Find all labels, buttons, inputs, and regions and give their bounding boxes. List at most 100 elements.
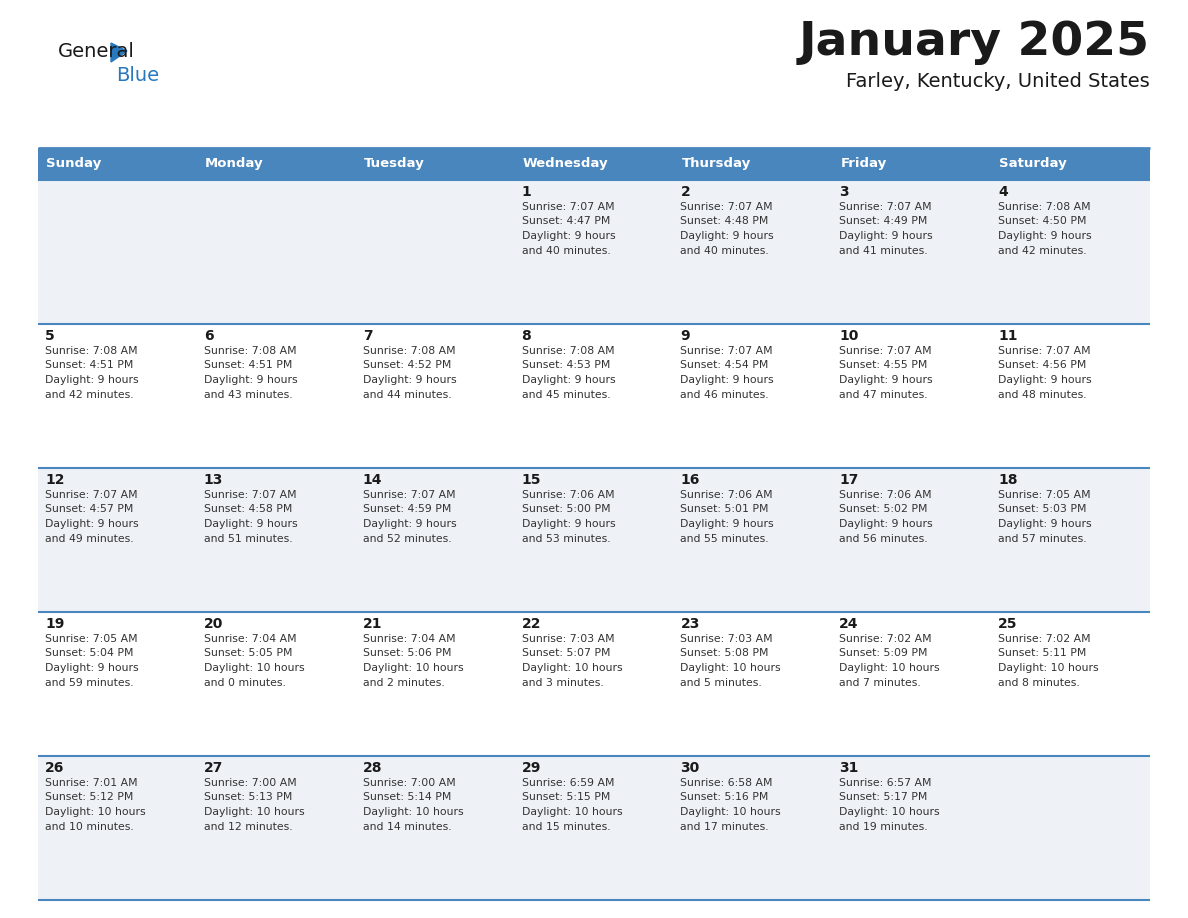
Text: Sunset: 4:58 PM: Sunset: 4:58 PM: [204, 505, 292, 514]
Text: Sunrise: 7:07 AM: Sunrise: 7:07 AM: [362, 490, 455, 500]
Text: 27: 27: [204, 761, 223, 775]
Text: Sunset: 4:57 PM: Sunset: 4:57 PM: [45, 505, 133, 514]
Text: and 43 minutes.: and 43 minutes.: [204, 389, 292, 399]
Text: and 51 minutes.: and 51 minutes.: [204, 533, 292, 543]
Bar: [833, 148, 991, 180]
Text: and 59 minutes.: and 59 minutes.: [45, 677, 133, 688]
Text: Daylight: 10 hours: Daylight: 10 hours: [839, 663, 940, 673]
Text: Sunrise: 7:00 AM: Sunrise: 7:00 AM: [362, 778, 455, 788]
Text: Daylight: 9 hours: Daylight: 9 hours: [839, 375, 933, 385]
Text: Daylight: 9 hours: Daylight: 9 hours: [45, 375, 139, 385]
Text: and 3 minutes.: and 3 minutes.: [522, 677, 604, 688]
Bar: [38, 612, 1150, 756]
Text: and 45 minutes.: and 45 minutes.: [522, 389, 611, 399]
Text: Thursday: Thursday: [682, 158, 751, 171]
Text: Sunset: 5:14 PM: Sunset: 5:14 PM: [362, 792, 451, 802]
Text: Sunset: 4:49 PM: Sunset: 4:49 PM: [839, 217, 928, 227]
Text: Sunday: Sunday: [46, 158, 101, 171]
Text: and 40 minutes.: and 40 minutes.: [522, 245, 611, 255]
Text: 20: 20: [204, 617, 223, 631]
Text: Sunrise: 7:07 AM: Sunrise: 7:07 AM: [204, 490, 297, 500]
Text: Sunset: 5:13 PM: Sunset: 5:13 PM: [204, 792, 292, 802]
Text: and 57 minutes.: and 57 minutes.: [998, 533, 1087, 543]
Text: Daylight: 10 hours: Daylight: 10 hours: [45, 807, 146, 817]
Text: Sunrise: 7:02 AM: Sunrise: 7:02 AM: [998, 634, 1091, 644]
Text: Daylight: 9 hours: Daylight: 9 hours: [998, 231, 1092, 241]
Text: Sunset: 4:51 PM: Sunset: 4:51 PM: [45, 361, 133, 371]
Text: Sunset: 5:05 PM: Sunset: 5:05 PM: [204, 648, 292, 658]
Bar: [38, 324, 1150, 468]
Text: Sunrise: 7:01 AM: Sunrise: 7:01 AM: [45, 778, 138, 788]
Text: 29: 29: [522, 761, 541, 775]
Text: Sunset: 4:59 PM: Sunset: 4:59 PM: [362, 505, 451, 514]
Text: Sunrise: 7:04 AM: Sunrise: 7:04 AM: [362, 634, 455, 644]
Text: Daylight: 9 hours: Daylight: 9 hours: [362, 375, 456, 385]
Text: Sunset: 4:50 PM: Sunset: 4:50 PM: [998, 217, 1087, 227]
Text: Sunrise: 7:07 AM: Sunrise: 7:07 AM: [522, 202, 614, 212]
Text: and 47 minutes.: and 47 minutes.: [839, 389, 928, 399]
Text: 26: 26: [45, 761, 64, 775]
Text: 5: 5: [45, 329, 55, 343]
Bar: [197, 148, 355, 180]
Text: and 55 minutes.: and 55 minutes.: [681, 533, 769, 543]
Text: Daylight: 9 hours: Daylight: 9 hours: [998, 519, 1092, 529]
Text: 30: 30: [681, 761, 700, 775]
Text: 7: 7: [362, 329, 372, 343]
Text: Sunrise: 7:07 AM: Sunrise: 7:07 AM: [681, 346, 773, 356]
Text: Daylight: 9 hours: Daylight: 9 hours: [362, 519, 456, 529]
Text: Sunset: 4:51 PM: Sunset: 4:51 PM: [204, 361, 292, 371]
Text: Sunrise: 7:02 AM: Sunrise: 7:02 AM: [839, 634, 931, 644]
Text: Daylight: 10 hours: Daylight: 10 hours: [522, 807, 623, 817]
Text: 1: 1: [522, 185, 531, 199]
Text: Daylight: 9 hours: Daylight: 9 hours: [681, 519, 775, 529]
Text: Sunset: 5:08 PM: Sunset: 5:08 PM: [681, 648, 769, 658]
Text: and 8 minutes.: and 8 minutes.: [998, 677, 1080, 688]
Text: and 12 minutes.: and 12 minutes.: [204, 822, 292, 832]
Text: Daylight: 9 hours: Daylight: 9 hours: [45, 663, 139, 673]
Text: Sunrise: 7:08 AM: Sunrise: 7:08 AM: [45, 346, 138, 356]
Text: Daylight: 10 hours: Daylight: 10 hours: [362, 663, 463, 673]
Text: General: General: [58, 42, 135, 61]
Text: 16: 16: [681, 473, 700, 487]
Text: Daylight: 9 hours: Daylight: 9 hours: [681, 375, 775, 385]
Text: and 15 minutes.: and 15 minutes.: [522, 822, 611, 832]
Text: and 48 minutes.: and 48 minutes.: [998, 389, 1087, 399]
Text: Sunrise: 7:08 AM: Sunrise: 7:08 AM: [998, 202, 1091, 212]
Bar: [38, 468, 1150, 612]
Bar: [991, 148, 1150, 180]
Text: Wednesday: Wednesday: [523, 158, 608, 171]
Text: 3: 3: [839, 185, 849, 199]
Text: Sunset: 5:11 PM: Sunset: 5:11 PM: [998, 648, 1087, 658]
Text: 4: 4: [998, 185, 1007, 199]
Text: and 52 minutes.: and 52 minutes.: [362, 533, 451, 543]
Text: Sunset: 4:48 PM: Sunset: 4:48 PM: [681, 217, 769, 227]
Text: 9: 9: [681, 329, 690, 343]
Text: and 2 minutes.: and 2 minutes.: [362, 677, 444, 688]
Text: Daylight: 9 hours: Daylight: 9 hours: [204, 519, 297, 529]
Text: and 44 minutes.: and 44 minutes.: [362, 389, 451, 399]
Text: 18: 18: [998, 473, 1018, 487]
Text: Daylight: 9 hours: Daylight: 9 hours: [522, 231, 615, 241]
Text: Daylight: 10 hours: Daylight: 10 hours: [839, 807, 940, 817]
Text: Sunrise: 6:59 AM: Sunrise: 6:59 AM: [522, 778, 614, 788]
Text: Daylight: 9 hours: Daylight: 9 hours: [681, 231, 775, 241]
Text: 11: 11: [998, 329, 1018, 343]
Text: and 41 minutes.: and 41 minutes.: [839, 245, 928, 255]
Text: Sunrise: 6:58 AM: Sunrise: 6:58 AM: [681, 778, 773, 788]
Text: Sunset: 4:56 PM: Sunset: 4:56 PM: [998, 361, 1087, 371]
Text: Sunrise: 7:07 AM: Sunrise: 7:07 AM: [839, 202, 931, 212]
Text: and 53 minutes.: and 53 minutes.: [522, 533, 611, 543]
Text: Daylight: 9 hours: Daylight: 9 hours: [45, 519, 139, 529]
Bar: [514, 148, 674, 180]
Polygon shape: [110, 43, 127, 62]
Text: Farley, Kentucky, United States: Farley, Kentucky, United States: [846, 72, 1150, 91]
Text: Sunrise: 7:00 AM: Sunrise: 7:00 AM: [204, 778, 297, 788]
Text: and 17 minutes.: and 17 minutes.: [681, 822, 769, 832]
Text: Monday: Monday: [204, 158, 264, 171]
Text: Sunset: 4:52 PM: Sunset: 4:52 PM: [362, 361, 451, 371]
Text: Sunrise: 7:05 AM: Sunrise: 7:05 AM: [998, 490, 1091, 500]
Text: Daylight: 10 hours: Daylight: 10 hours: [204, 663, 304, 673]
Text: Daylight: 9 hours: Daylight: 9 hours: [839, 231, 933, 241]
Text: Sunset: 5:02 PM: Sunset: 5:02 PM: [839, 505, 928, 514]
Text: Tuesday: Tuesday: [364, 158, 424, 171]
